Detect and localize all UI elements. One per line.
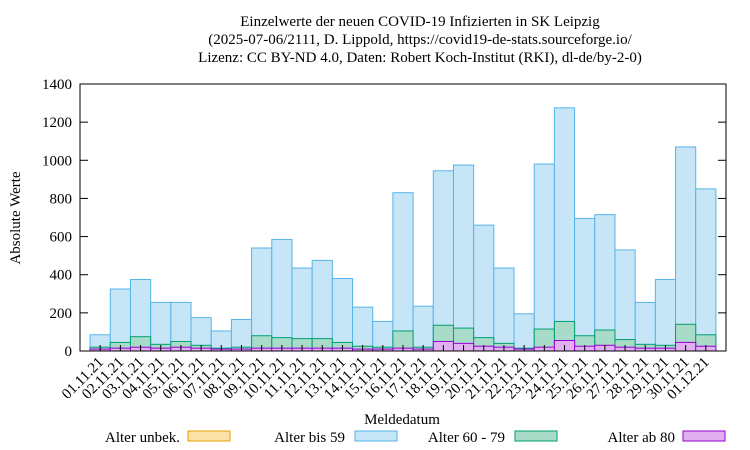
y-tick-label: 1200 bbox=[42, 115, 72, 131]
bar bbox=[150, 301, 172, 352]
bar bbox=[311, 259, 333, 352]
bar bbox=[695, 188, 717, 352]
x-axis-label: Meldedatum bbox=[364, 412, 440, 428]
bar bbox=[412, 305, 434, 352]
chart-title: Lizenz: CC BY-ND 4.0, Daten: Robert Koch… bbox=[198, 50, 642, 66]
y-tick-label: 200 bbox=[50, 306, 73, 322]
legend-label: Alter ab 80 bbox=[608, 430, 675, 446]
plot-frame bbox=[79, 83, 727, 352]
y-tick-label: 800 bbox=[50, 191, 73, 207]
y-tick-label: 400 bbox=[50, 268, 73, 284]
bar bbox=[452, 164, 475, 352]
bar bbox=[634, 301, 656, 352]
legend-swatch bbox=[187, 430, 231, 442]
bar bbox=[614, 249, 636, 352]
bar bbox=[331, 278, 354, 352]
y-axis-label: Absolute Werte bbox=[8, 171, 24, 264]
legend-swatch bbox=[354, 430, 398, 442]
bar bbox=[654, 278, 677, 352]
bar bbox=[109, 288, 131, 352]
legend-label: Alter bis 59 bbox=[274, 430, 345, 446]
legend-label: Alter unbek. bbox=[105, 430, 180, 446]
bar bbox=[352, 306, 374, 352]
bar bbox=[553, 107, 576, 352]
bar bbox=[432, 170, 454, 352]
y-tick-label: 600 bbox=[50, 230, 73, 246]
legend-swatch bbox=[514, 430, 558, 442]
bar bbox=[271, 238, 293, 352]
legend-swatch bbox=[682, 430, 726, 442]
y-tick-label: 1000 bbox=[42, 153, 72, 169]
y-tick-label: 0 bbox=[65, 344, 73, 360]
bar bbox=[473, 224, 495, 352]
chart-title: (2025-07-06/2111, D. Lippold, https://co… bbox=[208, 32, 632, 48]
bar bbox=[574, 217, 596, 352]
legend-label: Alter 60 - 79 bbox=[428, 430, 505, 446]
bar bbox=[533, 163, 555, 352]
chart-title: Einzelwerte der neuen COVID-19 Infiziert… bbox=[240, 14, 600, 30]
bar bbox=[493, 267, 515, 352]
bar bbox=[675, 146, 697, 352]
y-tick-label: 1400 bbox=[42, 77, 72, 93]
bar bbox=[392, 192, 414, 352]
